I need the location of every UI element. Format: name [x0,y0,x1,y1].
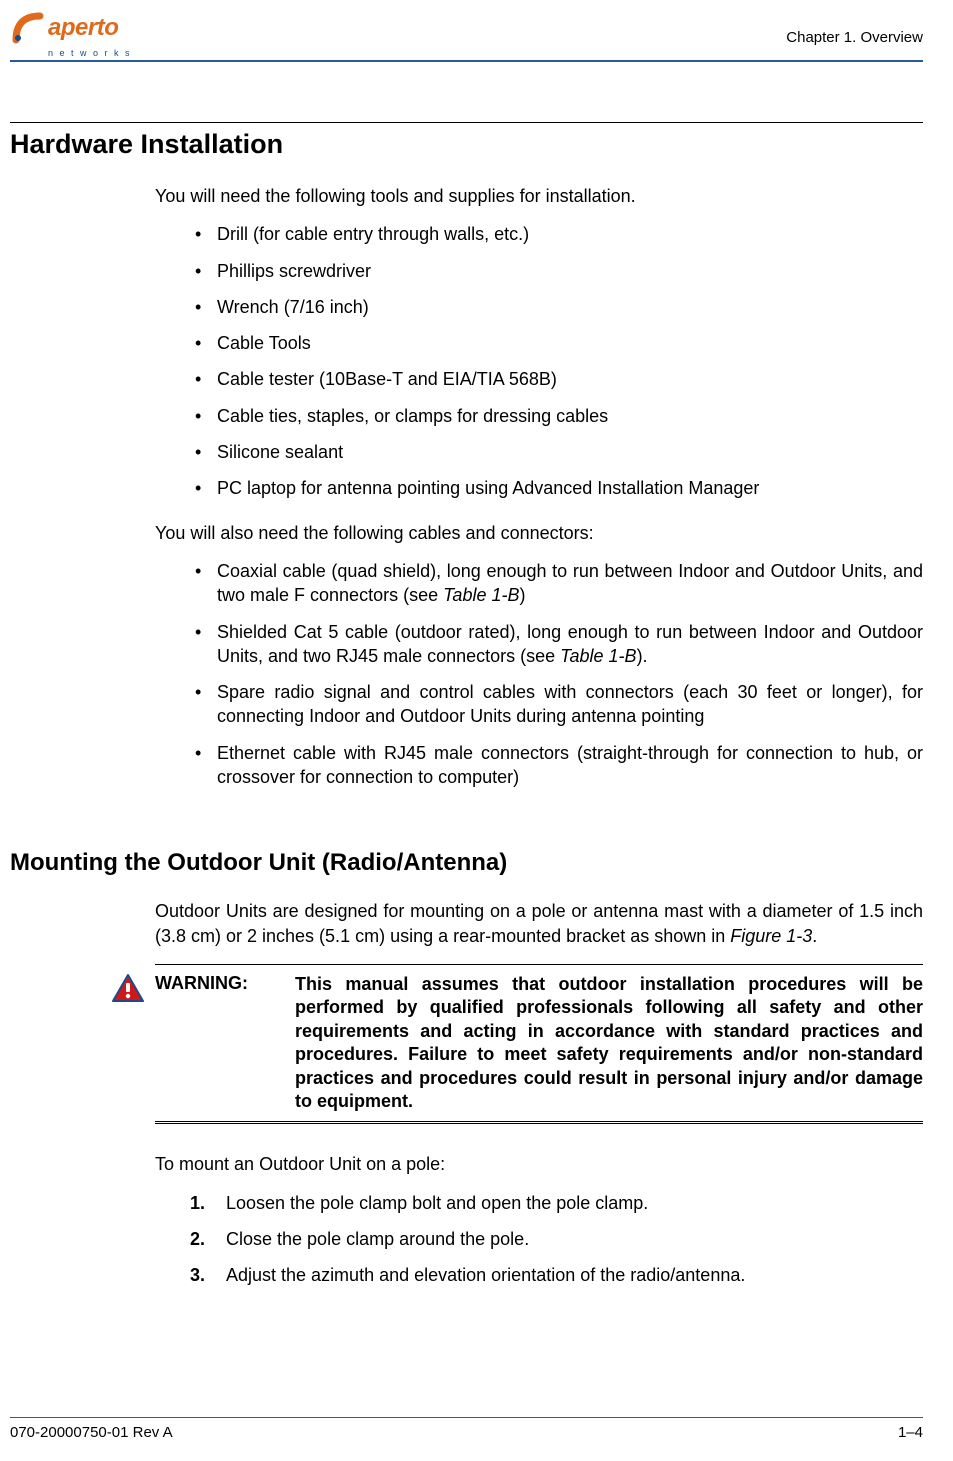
chapter-label: Chapter 1. Overview [786,29,923,46]
logo-subtext: n e t w o r k s [48,48,923,58]
page-number: 1–4 [898,1424,923,1441]
list-item: Phillips screwdriver [195,259,923,283]
list-item: Coaxial cable (quad shield), long enough… [195,559,923,608]
doc-id: 070-20000750-01 Rev A [10,1424,173,1441]
list-item: Close the pole clamp around the pole. [190,1227,923,1251]
list-item: Loosen the pole clamp bolt and open the … [190,1191,923,1215]
list-item: Drill (for cable entry through walls, et… [195,222,923,246]
warning-label: WARNING: [155,973,295,994]
list-item: Cable ties, staples, or clamps for dress… [195,404,923,428]
warning-icon [111,973,145,1008]
mounting-steps: Loosen the pole clamp bolt and open the … [190,1191,923,1288]
section-title-mounting: Mounting the Outdoor Unit (Radio/Antenna… [10,849,923,877]
cables-list: Coaxial cable (quad shield), long enough… [195,559,923,789]
list-item: Shielded Cat 5 cable (outdoor rated), lo… [195,620,923,669]
page-footer: 070-20000750-01 Rev A 1–4 [10,1417,923,1441]
logo-text: aperto [48,16,118,40]
list-item: Adjust the azimuth and elevation orienta… [190,1263,923,1287]
section-title-hardware: Hardware Installation [10,122,923,160]
logo: aperto [10,10,118,46]
list-item: PC laptop for antenna pointing using Adv… [195,476,923,500]
warning-text: This manual assumes that outdoor install… [295,973,923,1113]
warning-block: WARNING: This manual assumes that outdoo… [155,964,923,1124]
intro-text-2: You will also need the following cables … [155,521,923,545]
list-item: Ethernet cable with RJ45 male connectors… [195,741,923,790]
list-item: Silicone sealant [195,440,923,464]
list-item: Cable tester (10Base-T and EIA/TIA 568B) [195,367,923,391]
logo-mark-icon [10,10,46,46]
list-item: Cable Tools [195,331,923,355]
mounting-intro: Outdoor Units are designed for mounting … [155,899,923,948]
logo-text-part1: aperto [48,14,118,41]
tools-list: Drill (for cable entry through walls, et… [195,222,923,500]
steps-intro: To mount an Outdoor Unit on a pole: [155,1152,923,1176]
page-header: aperto Chapter 1. Overview [10,10,923,50]
list-item: Spare radio signal and control cables wi… [195,680,923,729]
content: Hardware Installation You will need the … [10,62,923,1417]
logo-text-wrap: aperto [48,16,118,40]
list-item: Wrench (7/16 inch) [195,295,923,319]
intro-text-1: You will need the following tools and su… [155,184,923,208]
